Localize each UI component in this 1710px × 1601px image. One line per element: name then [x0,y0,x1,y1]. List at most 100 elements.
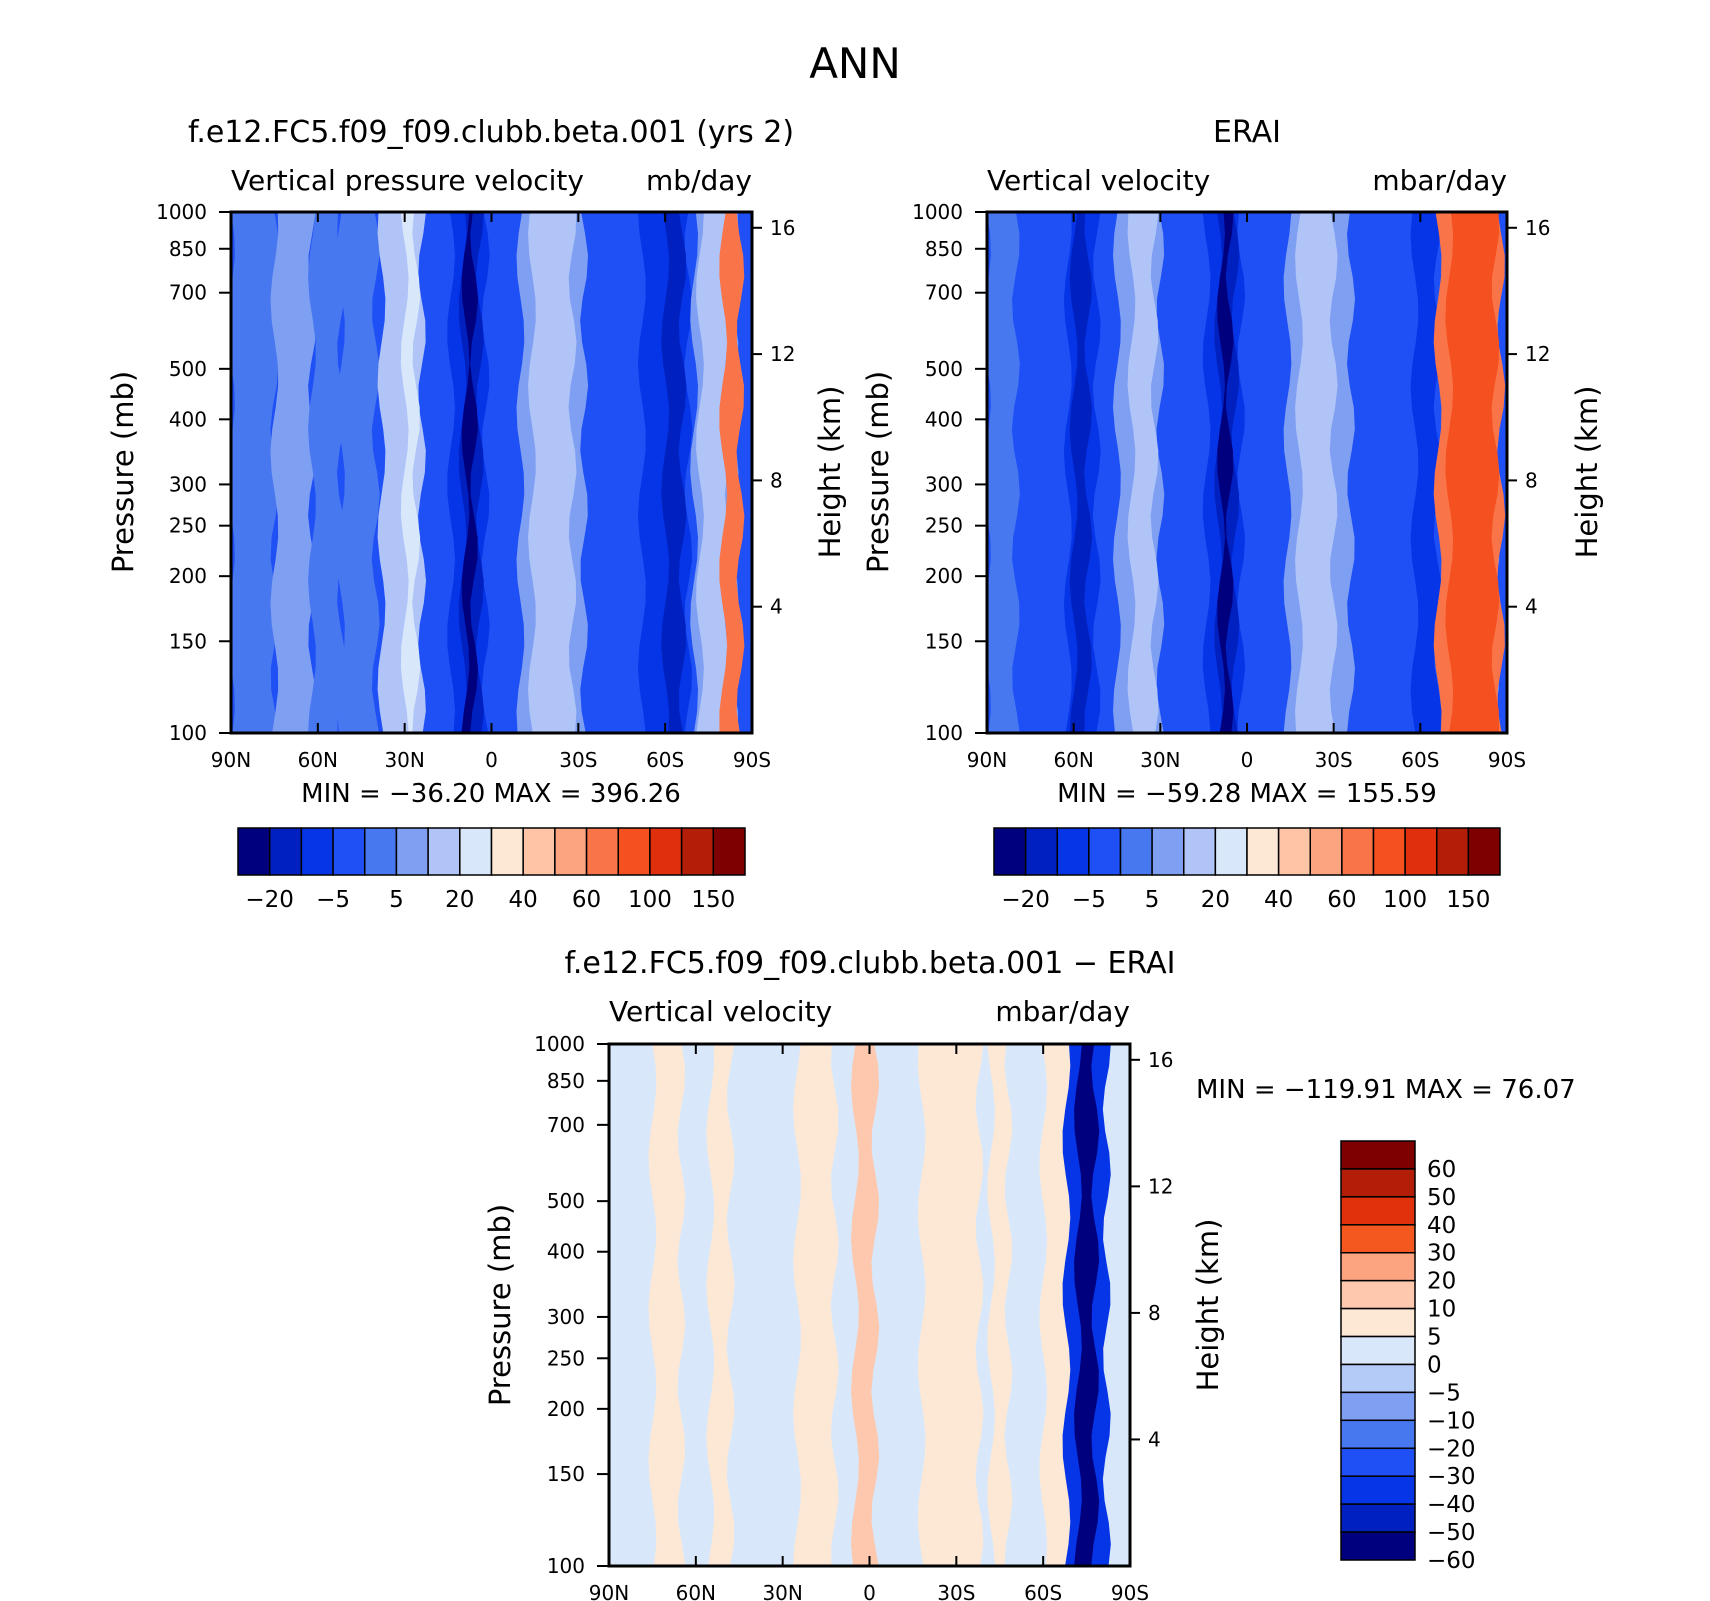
y-right-tick-label: 8 [1148,1301,1161,1325]
y-tick-label: 700 [169,281,207,305]
y-axis-left: 100 150 200 250 300 400 500 700 850 1000 [156,200,231,745]
y-tick-label: 400 [547,1240,585,1264]
y-tick-label: 700 [925,281,963,305]
contour-band [987,1044,1013,1566]
x-tick-label: 30N [762,1581,802,1601]
subtitle-right: mb/day [646,164,752,197]
x-axis: 90N 60N 30N 0 30S 60S 90S [589,1044,1149,1601]
panel-title: ERAI [1213,115,1281,150]
x-tick-label: 60S [646,748,684,772]
contour-band [648,1044,686,1566]
colorbar-label: 100 [628,887,672,913]
y-tick-label: 850 [169,237,207,261]
colorbar-label: 150 [691,887,735,913]
y-tick-label: 500 [547,1189,585,1213]
y-axis-left: 100 150 200 250 300 400 500 700 850 1000 [534,1032,609,1578]
colorbar-swatch [268,827,303,876]
contour-band [706,1044,735,1566]
colorbar-swatch [332,827,366,876]
colorbar-label: 40 [1264,887,1293,913]
colorbar-swatch [1467,827,1501,876]
y-right-tick-label: 12 [1148,1174,1173,1198]
colorbar-label: −40 [1427,1492,1476,1518]
colorbar-label: −10 [1427,1408,1476,1434]
contour-band [1217,212,1234,733]
colorbar-swatch [617,827,651,876]
colorbar-swatch [522,827,556,876]
colorbar-swatch [1340,1363,1416,1394]
contour-band [1445,212,1500,733]
x-tick-label: 60N [676,1581,716,1601]
contour-band [987,212,1020,733]
y-axis-left: 100 150 200 250 300 400 500 700 850 1000 [912,200,987,745]
x-tick-label: 0 [1241,748,1254,772]
colorbar-label: 40 [1427,1213,1456,1239]
colorbar-label: 20 [1427,1269,1456,1295]
y-right-tick-label: 12 [770,342,795,366]
x-tick-label: 90S [1111,1581,1149,1601]
y-tick-label: 250 [925,514,963,538]
contour-band [1074,1044,1100,1566]
min-max-label: MIN = −36.20 MAX = 396.26 [301,779,681,809]
contour-band [793,1044,839,1566]
y-tick-label: 200 [547,1397,585,1421]
colorbar-swatch [1340,1447,1416,1477]
y-right-tick-label: 4 [770,595,783,619]
y-tick-label: 150 [925,629,963,653]
y-tick-label: 100 [547,1554,585,1578]
colorbar-label: 5 [389,887,404,913]
colorbar-swatch [459,827,493,876]
y-right-tick-label: 8 [770,468,783,492]
contour-band [1069,212,1093,733]
colorbar-swatch [585,827,619,876]
colorbar-swatch [1088,827,1122,876]
colorbar-label: 30 [1427,1241,1456,1267]
x-tick-label: 30S [937,1581,975,1601]
colorbar-swatch [1340,1196,1416,1226]
x-tick-label: 0 [863,1581,876,1601]
y-axis-right: 16 12 8 4 [752,216,795,619]
colorbar-swatch [1372,827,1406,876]
y-tick-label: 150 [547,1462,585,1486]
panel-difference: f.e12.FC5.f09_f09.clubb.beta.001 − ERAI … [483,946,1576,1601]
x-tick-label: 30S [1315,748,1353,772]
y-right-tick-label: 4 [1148,1427,1161,1451]
y-tick-label: 500 [925,357,963,381]
colorbar-swatch [395,827,429,876]
colorbar-swatch [1183,827,1217,876]
colorbar-label: −60 [1427,1548,1476,1574]
x-tick-label: 30S [559,748,597,772]
min-max-label: MIN = −59.28 MAX = 155.59 [1057,779,1437,809]
contour-band [461,212,479,733]
y-axis-label: Pressure (mb) [483,1204,517,1406]
y-tick-label: 100 [169,721,207,745]
colorbar-swatch [1024,827,1058,876]
y-tick-label: 700 [547,1113,585,1137]
colorbar-swatch [1436,827,1470,876]
contour-band [719,212,745,733]
y-tick-label: 1000 [156,200,207,224]
colorbar-swatch [1340,1307,1416,1338]
x-tick-label: 30N [384,748,424,772]
x-tick-label: 90N [967,748,1007,772]
contour-band [661,212,687,733]
contour-band [1295,212,1338,733]
colorbar: −20 −5 5 20 40 60 100 150 [237,827,746,913]
colorbar-swatch [1340,1391,1416,1422]
x-tick-label: 0 [485,748,498,772]
heatmap-area [231,212,752,733]
colorbar-label: 20 [1201,887,1230,913]
colorbar-label: −20 [245,887,294,913]
x-axis: 90N 60N 30N 0 30S 60S 90S [211,212,771,772]
x-tick-label: 60S [1024,1581,1062,1601]
colorbar-swatch [1340,1140,1416,1170]
colorbar-swatch [1056,827,1090,876]
x-tick-label: 90N [589,1581,629,1601]
colorbar-swatch [554,827,588,876]
colorbar-label: 100 [1383,887,1427,913]
y-axis-right: 16 12 8 4 [1507,216,1550,619]
panel-model: f.e12.FC5.f09_f09.clubb.beta.001 (yrs 2)… [106,115,847,913]
x-tick-label: 30N [1140,748,1180,772]
